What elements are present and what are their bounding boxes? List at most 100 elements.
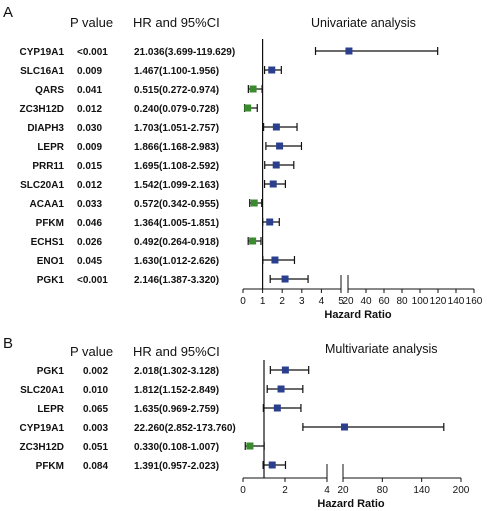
hr-ci-text: 1.542(1.099-2.163)	[134, 180, 219, 191]
x-tick-label: 1	[260, 296, 266, 307]
hr-ci-text: 0.240(0.079-0.728)	[134, 104, 219, 115]
hr-ci-text: 1.812(1.152-2.849)	[134, 385, 219, 396]
x-axis-label: Hazard Ratio	[317, 498, 385, 510]
panel-label: A	[3, 4, 13, 21]
column-header-pvalue: P value	[70, 15, 113, 30]
x-tick-label: 3	[299, 296, 305, 307]
p-value: 0.026	[77, 237, 102, 248]
x-tick-label: 20	[342, 296, 354, 307]
hr-ci-text: 21.036(3.699-119.629)	[134, 47, 235, 58]
hr-ci-text: 0.572(0.342-0.955)	[134, 199, 219, 210]
gene-label: QARS	[35, 85, 64, 96]
hr-point	[281, 275, 289, 283]
hr-point	[250, 199, 258, 207]
plot-title: Univariate analysis	[311, 16, 416, 30]
p-value: <0.001	[77, 275, 108, 286]
hr-ci-text: 1.391(0.957-2.023)	[134, 461, 219, 472]
x-tick-label: 4	[324, 485, 330, 496]
p-value: 0.003	[83, 423, 108, 434]
plot-title: Multivariate analysis	[325, 342, 438, 356]
x-tick-label: 120	[430, 296, 447, 307]
p-value: 0.012	[77, 180, 102, 191]
p-value: 0.012	[77, 104, 102, 115]
hr-ci-text: 1.703(1.051-2.757)	[134, 123, 219, 134]
x-tick-label: 100	[412, 296, 429, 307]
x-tick-label: 2	[279, 296, 285, 307]
x-tick-label: 80	[377, 485, 389, 496]
hr-point	[249, 237, 257, 245]
hr-ci-text: 0.330(0.108-1.007)	[134, 442, 219, 453]
column-header-hr: HR and 95%CI	[133, 15, 220, 30]
hr-point	[271, 256, 279, 264]
hr-point	[272, 161, 280, 169]
p-value: 0.051	[83, 442, 108, 453]
p-value: 0.009	[77, 142, 102, 153]
hr-ci-text: 1.866(1.168-2.983)	[134, 142, 219, 153]
hr-point	[281, 366, 289, 374]
panel-b-multivariate: B P value HR and 95%CI Multivariate analysi…	[3, 335, 470, 510]
hr-ci-text: 1.467(1.100-1.956)	[134, 66, 219, 77]
gene-label: ZC3H12D	[20, 104, 64, 115]
hr-point	[276, 142, 284, 150]
gene-label: SLC20A1	[20, 180, 64, 191]
x-tick-label: 0	[240, 296, 246, 307]
x-tick-label: 60	[378, 296, 390, 307]
hr-point	[268, 66, 276, 74]
hr-point	[340, 423, 348, 431]
column-header-hr: HR and 95%CI	[133, 344, 220, 359]
hr-point	[268, 461, 276, 469]
hr-point	[345, 47, 353, 55]
p-value: 0.033	[77, 199, 102, 210]
hr-ci-text: 0.492(0.264-0.918)	[134, 237, 219, 248]
x-tick-label: 20	[337, 485, 349, 496]
hr-ci-text: 1.635(0.969-2.759)	[134, 404, 219, 415]
hr-ci-text: 2.146(1.387-3.320)	[134, 275, 219, 286]
gene-label: LEPR	[37, 404, 64, 415]
p-value: 0.065	[83, 404, 108, 415]
gene-label: ENO1	[37, 256, 65, 267]
p-value: <0.001	[77, 47, 108, 58]
hr-ci-text: 2.018(1.302-3.128)	[134, 366, 219, 377]
p-value: 0.030	[77, 123, 102, 134]
x-tick-label: 5	[338, 296, 344, 307]
p-value: 0.009	[77, 66, 102, 77]
x-tick-label: 160	[466, 296, 483, 307]
x-tick-label: 80	[396, 296, 408, 307]
hr-point	[273, 404, 281, 412]
hr-ci-text: 1.630(1.012-2.626)	[134, 256, 219, 267]
p-value: 0.002	[83, 366, 108, 377]
gene-label: PRR11	[32, 161, 64, 172]
x-tick-label: 0	[240, 485, 246, 496]
gene-label: PGK1	[37, 275, 65, 286]
gene-label: CYP19A1	[20, 47, 65, 58]
hr-point	[266, 218, 274, 226]
x-tick-label: 200	[453, 485, 470, 496]
panel-a-univariate: A P value HR and 95%CI Univariate analysis 0…	[3, 4, 483, 321]
hr-ci-text: 1.364(1.005-1.851)	[134, 218, 219, 229]
x-tick-label: 140	[413, 485, 430, 496]
panel-label: B	[3, 335, 13, 352]
column-header-pvalue: P value	[70, 344, 113, 359]
x-axis-label: Hazard Ratio	[324, 309, 392, 321]
gene-label: SLC16A1	[20, 66, 64, 77]
gene-label: PFKM	[36, 461, 64, 472]
gene-label: PGK1	[37, 366, 65, 377]
gene-label: LEPR	[37, 142, 64, 153]
hr-ci-text: 0.515(0.272-0.974)	[134, 85, 219, 96]
p-value: 0.010	[83, 385, 108, 396]
hr-ci-text: 22.260(2.852-173.760)	[134, 423, 236, 434]
gene-label: ECHS1	[31, 237, 65, 248]
gene-label: ACAA1	[30, 199, 65, 210]
x-tick-label: 40	[360, 296, 372, 307]
x-tick-label: 4	[319, 296, 325, 307]
p-value: 0.046	[77, 218, 102, 229]
hr-ci-text: 1.695(1.108-2.592)	[134, 161, 219, 172]
gene-label: CYP19A1	[20, 423, 65, 434]
hr-point	[246, 442, 254, 450]
gene-label: SLC20A1	[20, 385, 64, 396]
hr-point	[277, 385, 285, 393]
gene-label: ZC3H12D	[20, 442, 64, 453]
hr-point	[272, 123, 280, 131]
x-tick-label: 140	[448, 296, 465, 307]
